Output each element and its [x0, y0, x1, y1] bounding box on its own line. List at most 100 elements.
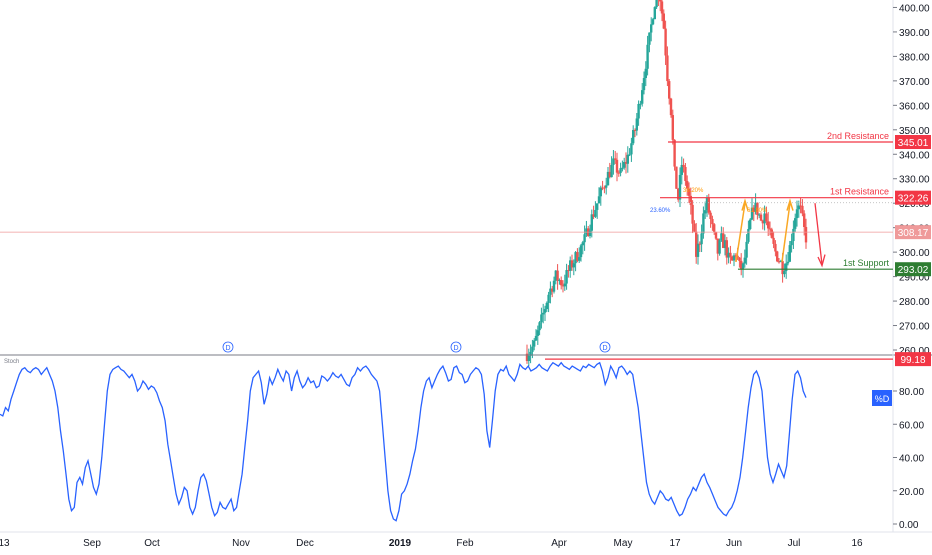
candle-body — [533, 340, 536, 347]
candle-body — [770, 229, 773, 238]
candle-body — [648, 32, 651, 45]
price-tick-label: 290.00 — [899, 273, 930, 284]
price-tick-label: 280.00 — [899, 297, 930, 308]
candle-body — [795, 209, 799, 219]
overlays: 2nd Resistance 1st Resistance 1st Support 2… — [0, 131, 931, 367]
event-marker — [222, 341, 234, 353]
candle-body — [736, 255, 739, 258]
candle-body — [542, 312, 545, 315]
candle-body — [687, 188, 691, 196]
event-marker — [599, 341, 611, 353]
candle-body — [538, 322, 541, 331]
candle-body — [754, 202, 757, 212]
second-resistance-label: 2nd Resistance — [827, 131, 889, 141]
candle-body — [527, 355, 530, 362]
last-price-badge-bg — [895, 225, 931, 240]
candle-body — [567, 270, 570, 272]
candle-body — [592, 214, 595, 217]
indicator-tick-label: 80.00 — [899, 387, 924, 398]
candle-body — [646, 44, 649, 69]
candle-body — [731, 256, 734, 261]
candle-body — [749, 219, 752, 230]
event-marker-label: D — [453, 345, 458, 352]
first-support-label: 1st Support — [843, 258, 890, 268]
indicator-panel[interactable]: Stoch %D — [0, 359, 892, 522]
candle-body — [705, 197, 709, 211]
candle-body — [718, 240, 721, 254]
candle-body — [570, 260, 574, 268]
first-resistance-label: 1st Resistance — [830, 187, 889, 197]
candle-body — [534, 335, 538, 341]
candle-body — [615, 159, 619, 173]
candle-body — [767, 221, 770, 229]
candle-body — [632, 129, 635, 144]
candle-body — [583, 234, 586, 243]
first-resistance-price-bg — [895, 190, 931, 205]
price-tick-label: 370.00 — [899, 77, 930, 88]
candle-body — [783, 271, 786, 275]
event-marker-label: D — [602, 345, 607, 352]
event-marker — [450, 341, 462, 353]
candle-body — [803, 213, 806, 227]
candle-body — [531, 346, 534, 352]
time-tick-label: May — [614, 538, 633, 549]
candle-body — [752, 207, 755, 212]
candle-body — [576, 252, 579, 261]
event-marker-label: D — [225, 345, 230, 352]
candle-body — [610, 164, 613, 178]
candle-body — [650, 24, 653, 33]
fib-label: 38.20% — [683, 188, 704, 194]
candle-body — [565, 270, 568, 284]
projection-arrowhead — [817, 254, 826, 268]
price-tick-label: 380.00 — [899, 52, 930, 63]
indicator-tick-label: 60.00 — [899, 420, 924, 431]
candle-body — [606, 171, 610, 186]
candle-body — [669, 98, 673, 116]
candle-body — [563, 283, 566, 287]
candle-body — [599, 187, 602, 197]
candle-body — [758, 214, 761, 216]
time-tick-label: 16 — [851, 538, 863, 549]
candle-body — [785, 263, 788, 272]
second-resistance-price: 345.01 — [898, 138, 929, 149]
first-support-price: 293.02 — [898, 265, 929, 276]
candle-body — [662, 13, 665, 29]
candle-body — [797, 205, 800, 210]
price-panel[interactable] — [525, 0, 808, 367]
candle-body — [558, 280, 561, 282]
candle-body — [540, 314, 543, 323]
candle-body — [551, 288, 554, 292]
candle-body — [605, 185, 608, 188]
price-tick-label: 320.00 — [899, 199, 930, 210]
candle-body — [624, 161, 628, 164]
time-tick-label: Sep — [83, 538, 101, 549]
first-resistance-price: 322.26 — [898, 194, 929, 205]
candle-body — [596, 203, 599, 210]
candle-body — [720, 233, 723, 241]
candle-body — [680, 164, 683, 175]
candle-body — [655, 0, 658, 8]
candle-body — [560, 280, 563, 286]
time-tick-label: Dec — [296, 538, 314, 549]
price-tick-label: 330.00 — [899, 175, 930, 186]
candle-body — [545, 302, 548, 310]
candle-body — [675, 166, 678, 189]
candle-body — [722, 233, 725, 248]
price-tick-label: 400.00 — [899, 3, 930, 14]
candle-body — [686, 180, 689, 189]
time-tick-label: 2019 — [389, 538, 412, 549]
stoch-badge-bg — [895, 352, 931, 367]
candle-body — [725, 240, 728, 258]
candle-body — [741, 263, 745, 269]
candle-body — [756, 202, 759, 215]
candle-body — [776, 251, 779, 262]
candle-body — [732, 255, 736, 261]
candle-body — [569, 260, 572, 271]
price-tick-label: 270.00 — [899, 322, 930, 333]
indicator-tick-label: 40.00 — [899, 454, 924, 465]
time-tick-label: Jul — [788, 538, 801, 549]
candle-body — [556, 270, 559, 281]
candle-body — [700, 233, 703, 245]
candle-body — [804, 226, 808, 243]
